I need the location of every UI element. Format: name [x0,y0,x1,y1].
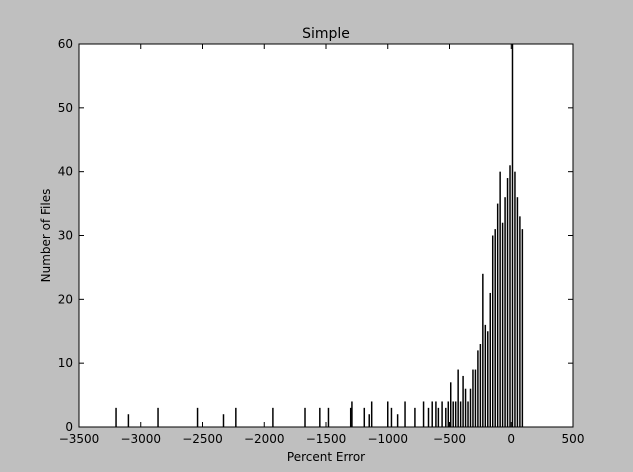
histogram-bar [115,407,117,427]
y-axis-ticks: 0 10 20 30 40 50 60 [58,37,573,434]
histogram-bar [487,331,489,427]
histogram-bar [459,401,462,427]
histogram-bar [390,407,393,427]
x-tick-label: −1000 [367,432,408,446]
histogram-bar [349,407,352,427]
histogram-bar [235,407,237,427]
x-tick-label: −2000 [244,432,285,446]
histogram-bar [514,171,516,427]
histogram-bar [304,407,306,427]
histogram-bar [509,165,511,428]
histogram-bar [387,401,389,427]
x-tick-label: −3000 [120,432,161,446]
histogram-bar [501,222,504,427]
y-tick-label: 60 [58,37,73,51]
histogram-bar [427,407,430,427]
x-axis-ticks: −3500 −3000 −2500 −2000 −1500 −1000 −500 0 500 [59,44,585,446]
x-axis-label: Percent Error [287,450,365,464]
y-tick-label: 50 [58,101,73,115]
histogram-bar [469,388,472,427]
histogram-bar [272,407,274,427]
histogram-bar [404,401,406,427]
histogram-bar [370,401,373,427]
histogram-bar [506,178,509,427]
histogram-bar [319,407,321,427]
histogram-bar [489,292,491,427]
plot-area [79,44,573,427]
histogram-bar [437,407,440,427]
histogram-bar [504,197,506,427]
histogram-bar [414,407,416,427]
x-tick-label: −1500 [306,432,347,446]
histogram-bar [462,375,464,427]
histogram-bar [472,369,474,427]
histogram-bar [449,382,452,427]
histogram-bar [519,216,521,427]
histogram-bar [511,44,514,427]
histogram-bar [363,407,366,427]
x-tick-label: −3500 [59,432,100,446]
histogram-bar [474,369,477,427]
y-tick-label: 10 [58,356,73,370]
chart-title: Simple [302,26,350,42]
histogram-bar [452,401,454,427]
x-tick-label: −500 [433,432,466,446]
x-tick-label: −2500 [182,432,223,446]
x-tick-label: 500 [562,432,585,446]
histogram-bar [422,401,425,427]
histogram-bar [222,414,225,427]
histogram-bar [494,229,496,427]
histogram-bar [496,203,499,427]
histogram-bar [327,407,330,427]
x-tick-label: 0 [507,432,515,446]
bars-layer [115,44,524,428]
histogram-bar [127,414,130,427]
histogram-bar [516,197,519,427]
histogram-bar [482,273,484,427]
histogram-bar [499,171,501,427]
histogram-bar [441,401,443,427]
histogram-bar [368,414,370,427]
histogram-bar [351,401,353,427]
y-tick-label: 20 [58,292,73,306]
histogram-bar [521,229,524,427]
histogram-bar [435,401,437,427]
histogram-bar [447,401,450,427]
histogram-bar [477,350,479,427]
histogram-bar [157,407,159,427]
y-tick-label: 40 [58,165,73,179]
histogram-bar [445,407,447,427]
y-axis-label: Number of Files [39,189,53,283]
histogram-bar [484,324,487,427]
histogram-bar [454,401,457,427]
y-tick-label: 0 [65,420,73,434]
y-tick-label: 30 [58,229,73,243]
histogram-bar [396,414,399,427]
histogram-bar [431,401,433,427]
histogram-bar [491,235,494,427]
histogram-bar [457,369,459,427]
histogram-bar [467,401,469,427]
histogram-bar [196,407,199,427]
histogram-bar [479,344,482,427]
histogram-bar [464,388,467,427]
